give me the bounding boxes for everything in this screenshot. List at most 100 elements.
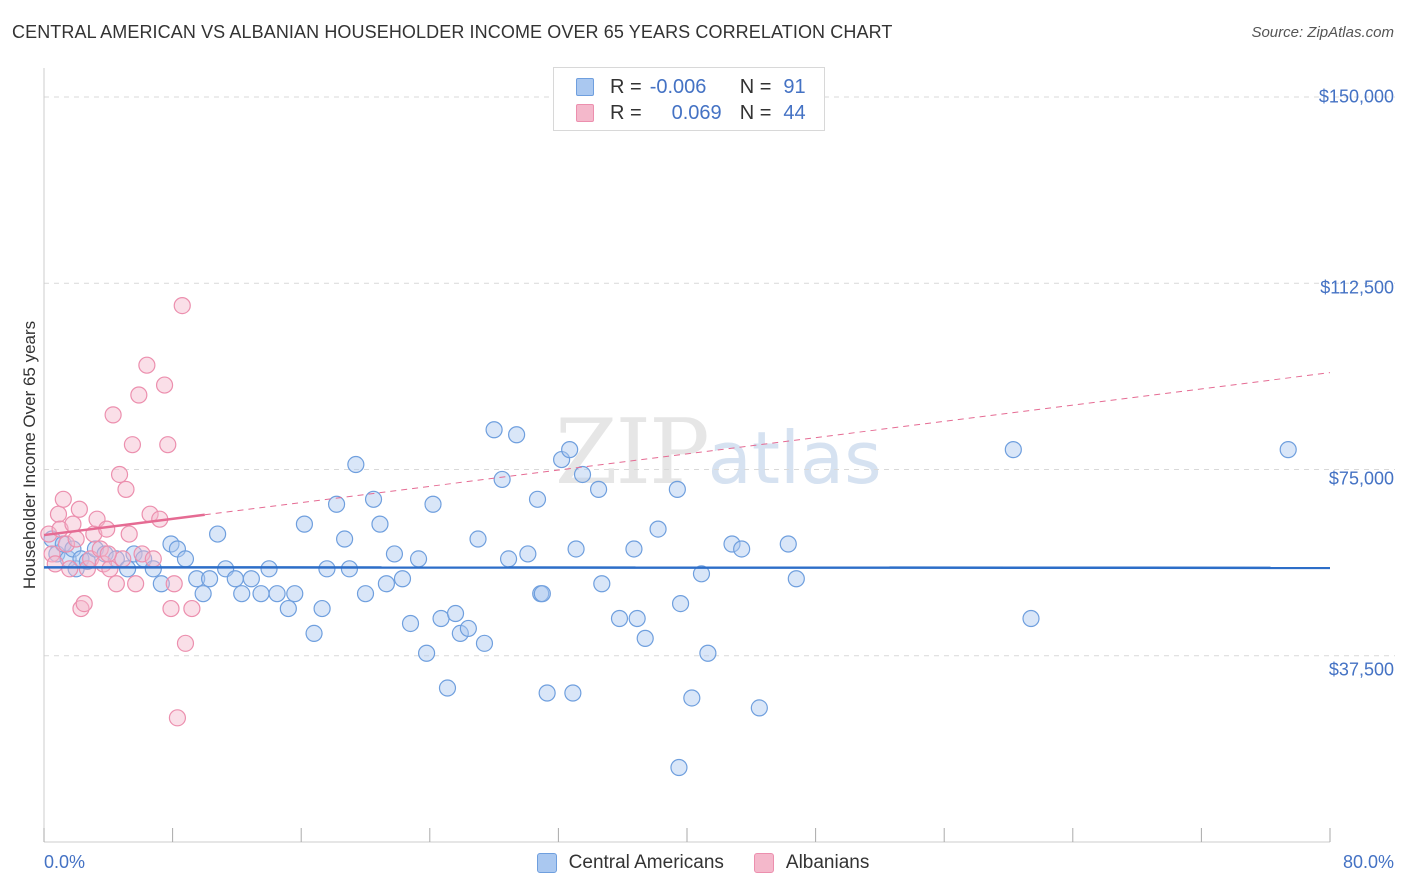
albanian-point: [104, 406, 122, 424]
central-american-point: [508, 426, 526, 444]
y-tick-label-112500: $112,500: [1320, 277, 1394, 298]
central-american-point: [313, 599, 331, 618]
central-american-point: [432, 609, 450, 628]
y-tick-label-150000: $150,000: [1318, 86, 1394, 107]
albanian-point: [155, 376, 174, 394]
central-american-point: [318, 560, 336, 578]
central-american-point: [649, 520, 667, 538]
series-legend-albanians[interactable]: Albanians: [753, 852, 869, 874]
central-american-point: [519, 545, 537, 563]
legend-row-albanians: R = 0.069 N = 44: [576, 102, 806, 124]
central-american-point: [233, 585, 251, 603]
series-legend: Central Americans Albanians: [0, 852, 1406, 874]
central-american-point: [683, 689, 701, 707]
albanian-trend-line-solid: [43, 513, 205, 537]
central-american-point: [305, 624, 323, 643]
central-american-point: [209, 525, 227, 543]
albanian-point: [162, 599, 180, 618]
central-american-point: [567, 540, 585, 558]
albanian-point: [101, 560, 119, 578]
central-american-point: [610, 609, 629, 628]
legend-n-label: N =: [739, 101, 772, 124]
central-american-point: [493, 470, 511, 489]
albanian-point: [159, 436, 177, 454]
central-american-point: [242, 570, 260, 588]
central-american-point: [779, 535, 797, 553]
chart-title: CENTRAL AMERICAN VS ALBANIAN HOUSEHOLDER…: [12, 22, 893, 42]
albanian-point: [78, 560, 97, 578]
albanian-point: [70, 500, 88, 518]
albanian-point: [173, 297, 191, 315]
albanian-point: [61, 560, 79, 578]
y-tick-label-75000: $75,000: [1328, 468, 1394, 489]
legend-r-label: R =: [610, 101, 642, 124]
albanian-point: [46, 555, 64, 573]
albanian-point: [123, 436, 142, 454]
albanian-point: [54, 490, 72, 508]
central-american-point: [528, 490, 547, 508]
central-american-point: [499, 550, 518, 568]
central-american-point: [118, 560, 137, 578]
central-american-point: [670, 758, 688, 777]
series-swatch-pink: [753, 853, 774, 873]
central-american-point: [356, 585, 375, 603]
albanian-point: [57, 535, 76, 553]
central-american-point: [628, 609, 646, 628]
albanian-point: [107, 575, 125, 593]
central-american-point: [286, 585, 304, 603]
series-legend-central-americans[interactable]: Central Americans: [536, 852, 724, 874]
albanian-point: [130, 386, 148, 404]
central-american-point: [1279, 441, 1297, 459]
central-american-point: [593, 575, 611, 593]
legend-r-value: -0.006: [649, 75, 707, 98]
central-american-point: [144, 560, 162, 578]
central-american-point: [226, 570, 244, 588]
central-american-point: [393, 570, 412, 588]
y-axis-label: Householder Income Over 65 years: [20, 320, 39, 590]
central-american-point: [573, 465, 592, 484]
central-american-point: [459, 619, 477, 638]
central-american-point: [260, 560, 278, 578]
albanian-point: [117, 480, 135, 498]
albanian-trend-line-dashed: [204, 372, 1331, 516]
albanian-point: [144, 550, 162, 568]
central-american-point: [364, 490, 383, 508]
x-tick-label-min: 0.0%: [44, 852, 86, 872]
y-tick-label-37500: $37,500: [1328, 659, 1394, 680]
albanian-point: [120, 525, 138, 543]
central-american-point: [340, 560, 359, 578]
central-american-point: [194, 585, 212, 603]
correlation-legend: R = -0.006 N = 91 R = 0.069 N = 44: [553, 67, 825, 131]
central-american-point: [668, 480, 686, 498]
central-american-point: [409, 550, 428, 568]
central-american-point: [692, 565, 711, 583]
central-american-point: [469, 530, 487, 548]
albanian-point: [114, 550, 132, 568]
legend-n-value: 44: [783, 101, 806, 124]
central-american-point: [268, 585, 286, 603]
central-american-point: [336, 530, 354, 548]
legend-r-value: 0.069: [671, 101, 722, 124]
albanian-point: [43, 545, 61, 563]
central-american-point: [295, 515, 314, 533]
central-american-point: [1004, 441, 1022, 459]
central-american-point: [401, 614, 420, 633]
central-american-point: [152, 575, 170, 593]
central-american-point: [561, 441, 579, 459]
central-american-point: [417, 644, 436, 662]
central-american-point: [671, 594, 690, 613]
albanian-point: [168, 709, 187, 727]
central-american-point: [723, 535, 741, 553]
legend-row-central-americans: R = -0.006 N = 91: [576, 76, 806, 98]
albanian-point: [72, 599, 90, 618]
albanian-point: [75, 594, 93, 613]
central-american-point: [1022, 609, 1040, 628]
x-tick-label-max: 80.0%: [1342, 852, 1394, 872]
central-american-point: [279, 599, 297, 618]
legend-swatch-pink: [576, 104, 594, 122]
legend-n-value: 91: [783, 75, 806, 98]
central-american-point: [347, 455, 365, 474]
albanian-point: [99, 545, 117, 563]
albanian-point: [67, 530, 85, 548]
